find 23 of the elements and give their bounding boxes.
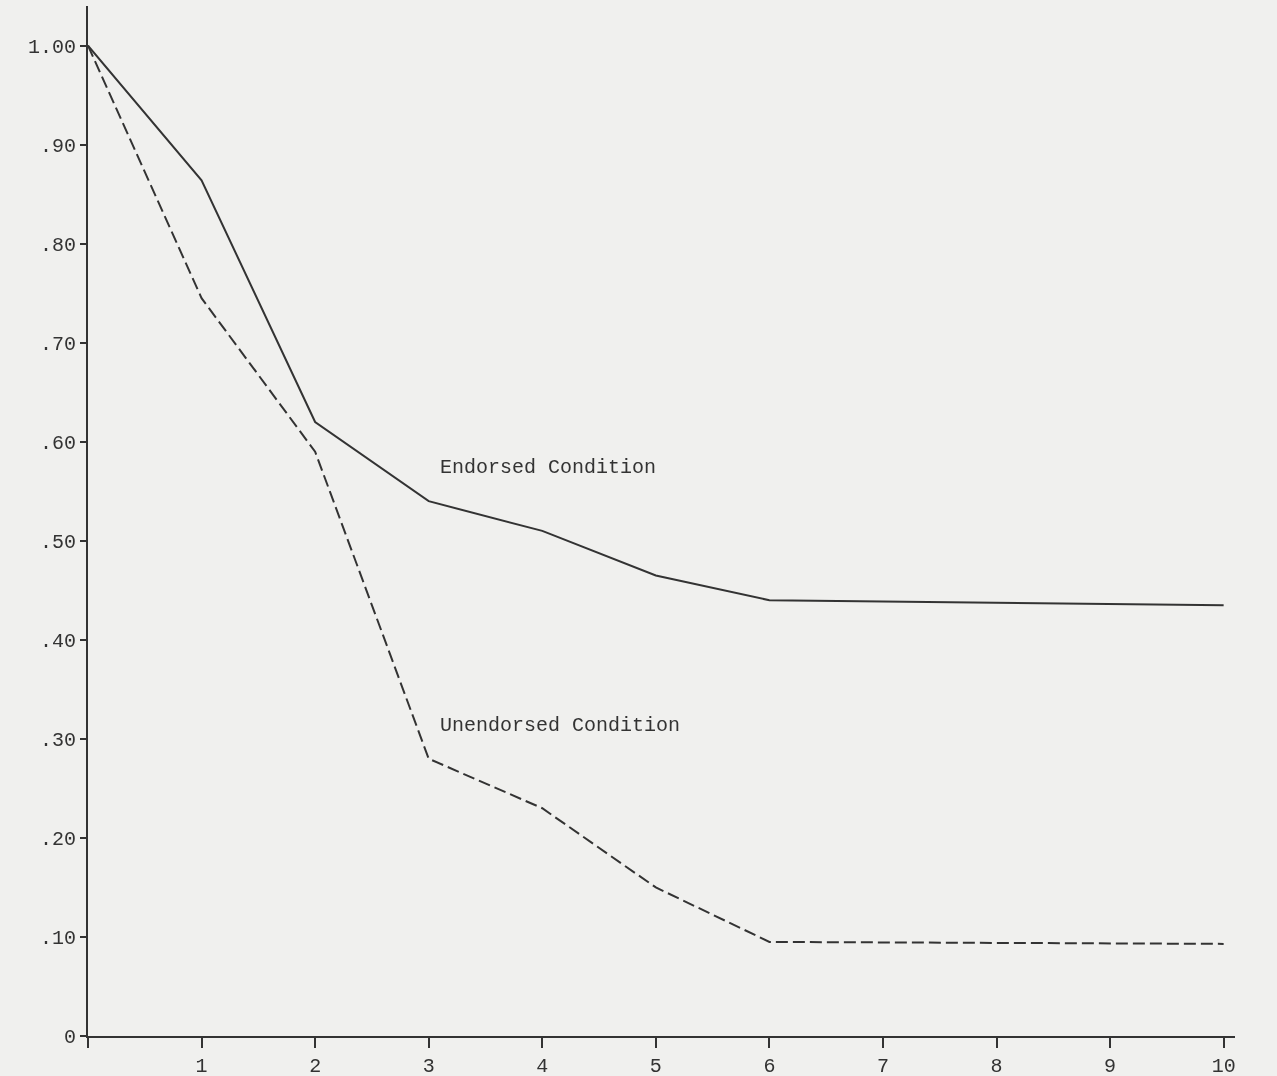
y-tick-label: .10 (39, 926, 76, 950)
x-tick-label: 9 (1104, 1055, 1117, 1076)
x-tick-label: 2 (309, 1055, 322, 1076)
y-tick-label: .90 (39, 134, 76, 158)
x-tick-label: 1 (195, 1055, 208, 1076)
series-label: Endorsed Condition (440, 456, 657, 479)
series-label: Unendorsed Condition (440, 714, 681, 737)
x-tick-label: 5 (649, 1055, 662, 1076)
y-tick-label: .70 (39, 332, 76, 356)
x-tick-label: 6 (763, 1055, 776, 1076)
y-tick-label: 1.00 (27, 35, 76, 59)
y-tick-label: .60 (39, 431, 76, 455)
x-tick-label: 3 (422, 1055, 435, 1076)
y-tick-label: .20 (39, 827, 76, 851)
x-tick-label: 8 (990, 1055, 1003, 1076)
x-tick-label: 4 (536, 1055, 549, 1076)
y-tick-label: .50 (39, 530, 76, 554)
x-tick-label: 7 (876, 1055, 889, 1076)
y-tick-label: .80 (39, 233, 76, 257)
y-tick-label: .30 (39, 728, 76, 752)
y-tick-label: 0 (63, 1026, 76, 1049)
x-tick-label: 10 (1211, 1055, 1236, 1076)
y-tick-label: .40 (39, 629, 76, 653)
